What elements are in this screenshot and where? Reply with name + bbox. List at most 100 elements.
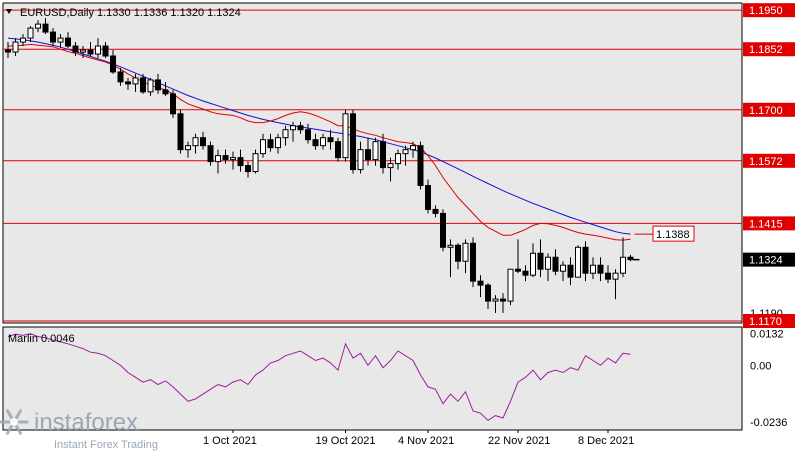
candle-bullish: [185, 145, 191, 151]
level-label-box: [743, 102, 795, 117]
oscillator-plot-area: [2, 326, 743, 431]
candle-bearish: [537, 252, 544, 270]
candle-bearish: [5, 49, 11, 53]
candle-bearish: [627, 256, 634, 261]
current-price-box: [743, 252, 795, 267]
candles-group: [5, 18, 634, 314]
x-axis-label: 1 Oct 2021: [203, 435, 257, 447]
level-label-box: [743, 42, 795, 57]
candle-bearish: [155, 79, 161, 91]
candle-bullish: [35, 23, 41, 29]
candle-bullish: [215, 155, 221, 163]
candle-bearish: [350, 113, 356, 171]
candle-bearish: [455, 244, 461, 262]
candle-bullish: [27, 27, 34, 39]
candle-bearish: [485, 284, 491, 302]
candle-bearish: [297, 125, 304, 131]
logo-center: [10, 418, 18, 426]
candle-bearish: [305, 129, 311, 141]
candle-bearish: [522, 270, 529, 276]
candle-bullish: [402, 149, 409, 155]
candle-bullish: [57, 37, 64, 43]
candle-bearish: [207, 145, 214, 163]
oscillator-tick-label: 0.00: [750, 360, 771, 372]
level-label-box: [743, 314, 795, 329]
target-label: 1.1388: [656, 229, 690, 241]
current-price-label: 1.1324: [749, 255, 783, 267]
candle-bullish: [12, 41, 19, 53]
candle-bullish: [290, 125, 296, 131]
symbol-header: EURUSD,Daily 1.1330 1.1336 1.1320 1.1324: [20, 7, 241, 19]
x-axis-label: 8 Dec 2021: [578, 435, 634, 447]
candle-bearish: [125, 81, 131, 85]
candle-bullish: [575, 246, 581, 278]
candle-bullish: [395, 153, 401, 165]
x-axis-label: 22 Nov 2021: [488, 435, 550, 447]
candle-bearish: [177, 113, 184, 151]
candle-bullish: [80, 49, 86, 53]
candle-bullish: [95, 45, 101, 55]
candle-bearish: [87, 49, 94, 55]
candle-bearish: [605, 272, 611, 280]
oscillator-tick-label: 0.0132: [750, 329, 784, 341]
candle-bullish: [260, 139, 266, 155]
candle-bearish: [432, 208, 439, 214]
candle-bearish: [417, 145, 424, 187]
candle-bearish: [117, 71, 124, 83]
candle-bearish: [102, 45, 109, 57]
candle-bullish: [282, 129, 289, 139]
candle-bearish: [500, 298, 506, 302]
candle-bearish: [335, 141, 341, 159]
candle-bullish: [320, 137, 326, 147]
candle-bearish: [477, 280, 484, 286]
candle-bullish: [132, 77, 139, 85]
candle-bearish: [515, 268, 521, 272]
candle-bullish: [590, 264, 596, 274]
candle-bullish: [192, 137, 199, 147]
level-label: 1.1170: [749, 316, 782, 328]
candle-bearish: [267, 139, 274, 149]
candle-bearish: [140, 77, 146, 93]
price-plot-area: [2, 2, 743, 324]
level-label-box: [743, 216, 795, 231]
candle-bullish: [462, 242, 469, 262]
candle-bearish: [552, 256, 559, 272]
oscillator-label: Marlin 0.0046: [8, 333, 75, 345]
x-axis-label: 4 Nov 2021: [398, 435, 454, 447]
target-label-box: [652, 225, 695, 242]
candle-bearish: [245, 165, 251, 173]
candle-bullish: [530, 252, 536, 276]
candle-bearish: [312, 139, 319, 147]
candle-bullish: [507, 268, 514, 302]
candle-bullish: [447, 244, 454, 248]
oscillator-line: [7, 333, 631, 422]
candle-bearish: [110, 55, 116, 73]
level-label: 1.1572: [749, 156, 783, 168]
candle-bullish: [20, 37, 26, 43]
candle-bullish: [252, 153, 259, 173]
candle-bearish: [327, 137, 334, 143]
candle-bearish: [567, 264, 574, 278]
candle-bullish: [147, 79, 154, 93]
candle-bearish: [72, 45, 79, 53]
candle-bearish: [200, 137, 206, 147]
candle-bullish: [620, 256, 626, 274]
instaforex-logo-icon: [0, 409, 29, 435]
candle-bearish: [440, 212, 446, 248]
candle-bullish: [410, 145, 416, 151]
candle-bearish: [65, 37, 71, 47]
candle-bullish: [545, 256, 551, 270]
watermark-brand: instaforex: [34, 409, 138, 436]
candle-bearish: [237, 157, 244, 167]
candle-bearish: [582, 246, 589, 274]
candle-bearish: [42, 23, 49, 33]
candle-bullish: [275, 137, 281, 149]
candle-bullish: [387, 163, 394, 169]
watermark-tagline: Instant Forex Trading: [54, 439, 158, 451]
candle-bullish: [342, 113, 349, 159]
candle-bearish: [597, 264, 604, 274]
level-label: 1.1950: [749, 5, 783, 17]
level-label: 1.1852: [749, 44, 783, 56]
